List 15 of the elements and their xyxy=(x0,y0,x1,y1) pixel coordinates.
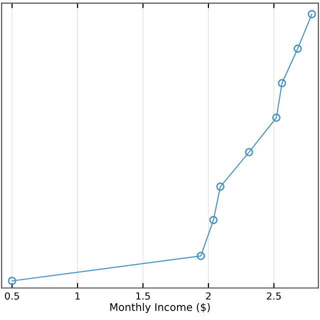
x-tick-label: 1.5 xyxy=(136,292,150,300)
x-tick-label: 0.5 xyxy=(4,292,19,300)
x-axis-title: Monthly Income ($) xyxy=(110,302,210,314)
point xyxy=(278,78,286,88)
point xyxy=(209,216,218,224)
point xyxy=(244,148,254,156)
point xyxy=(8,276,16,286)
point xyxy=(196,252,206,260)
x-tick-label: 2.5 xyxy=(266,292,281,300)
x-tick-label: 2 xyxy=(206,292,211,300)
x-tick-label: 1 xyxy=(76,292,80,300)
point xyxy=(216,182,225,191)
point xyxy=(294,44,302,53)
point xyxy=(308,10,316,18)
point xyxy=(272,114,281,122)
